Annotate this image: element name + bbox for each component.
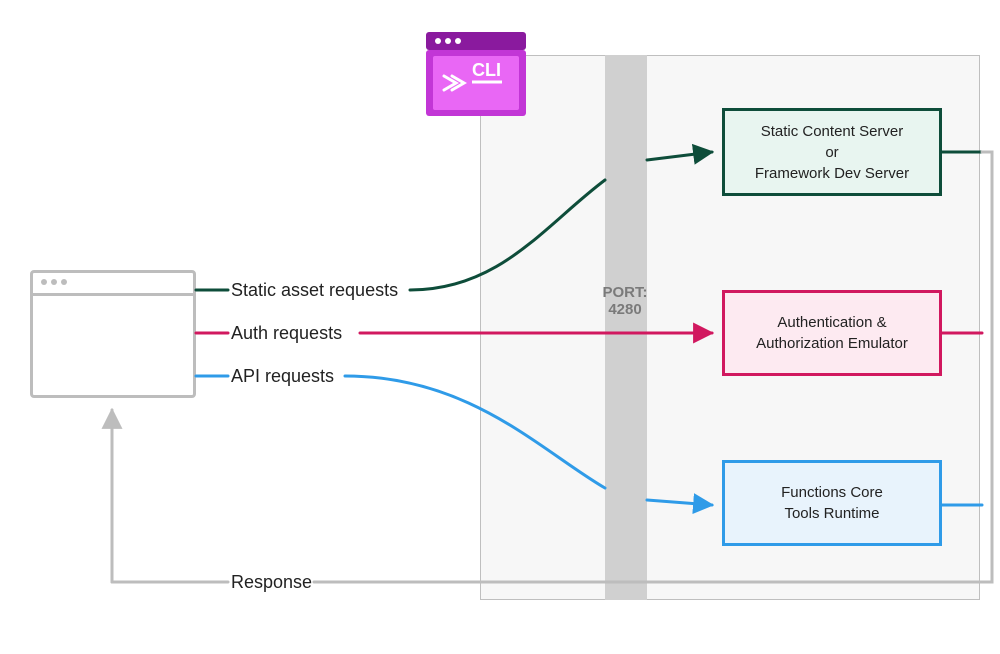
port-label-line1: PORT: bbox=[603, 284, 648, 301]
cli-icon: CLI bbox=[426, 32, 526, 116]
response-label: Response bbox=[231, 572, 312, 593]
port-label-line2: 4280 bbox=[608, 301, 641, 318]
browser-divider bbox=[33, 293, 193, 296]
browser-dot-icon bbox=[51, 279, 57, 285]
port-label: PORT: 4280 bbox=[597, 284, 653, 318]
browser-dots bbox=[41, 279, 67, 285]
browser-dot-icon bbox=[41, 279, 47, 285]
port-column bbox=[605, 55, 647, 600]
static-content-text: Static Content ServerorFramework Dev Ser… bbox=[755, 121, 909, 184]
static-content-server-box: Static Content ServerorFramework Dev Ser… bbox=[722, 108, 942, 196]
functions-runtime-box: Functions CoreTools Runtime bbox=[722, 460, 942, 546]
auth-emulator-text: Authentication &Authorization Emulator bbox=[756, 312, 908, 354]
cli-label-text: CLI bbox=[472, 60, 501, 80]
browser-dot-icon bbox=[61, 279, 67, 285]
architecture-diagram: PORT: 4280 CLI Static Content ServerorFr… bbox=[0, 0, 1000, 654]
auth-requests-label: Auth requests bbox=[231, 323, 342, 344]
static-requests-label: Static asset requests bbox=[231, 280, 398, 301]
api-requests-label: API requests bbox=[231, 366, 334, 387]
browser-window-icon bbox=[30, 270, 196, 398]
auth-emulator-box: Authentication &Authorization Emulator bbox=[722, 290, 942, 376]
functions-runtime-text: Functions CoreTools Runtime bbox=[781, 482, 883, 524]
